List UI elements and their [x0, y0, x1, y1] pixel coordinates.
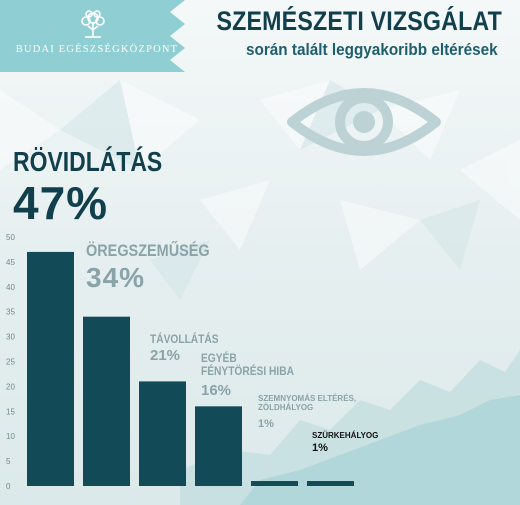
label-szurkehalyog-value: 1% — [312, 442, 328, 454]
eye-icon — [287, 88, 441, 156]
label-rovidlatas-name: RÖVIDLÁTÁS — [13, 146, 163, 177]
label-oregszemuseg-name: ÖREGSZEMŰSÉG — [86, 241, 210, 260]
y-tick-label: 45 — [6, 258, 15, 267]
label-zoldhalyog-name: SZEMNYOMÁS ELTÉRÉS, ZÖLDHÁLYOG — [258, 394, 357, 412]
y-tick-label: 30 — [6, 333, 15, 342]
y-tick-label: 40 — [6, 283, 15, 292]
label-rovidlatas-value: 47% — [13, 177, 109, 229]
label-egyeb-value: 16% — [201, 382, 232, 399]
tree-logo-icon — [81, 10, 105, 38]
page-subtitle: során talált leggyakoribb eltérések — [246, 40, 498, 59]
y-tick-label: 35 — [6, 308, 15, 317]
page-title: SZEMÉSZETI VIZSGÁLAT — [216, 6, 502, 36]
label-tavollatas-value: 21% — [150, 347, 181, 364]
y-tick-label: 15 — [6, 407, 15, 416]
label-zoldhalyog-value: 1% — [258, 418, 274, 430]
y-tick-label: 0 — [6, 482, 11, 491]
logo-text: BUDAI EGÉSZSÉGKÖZPONT — [15, 44, 179, 55]
y-tick-label: 20 — [6, 382, 15, 391]
bar-5 — [251, 481, 298, 486]
bar-3 — [139, 381, 186, 486]
label-oregszemuseg-value: 34% — [86, 262, 146, 293]
label-szurkehalyog-name: SZÜRKEHÁLYOG — [312, 431, 379, 440]
y-tick-label: 5 — [6, 457, 11, 466]
label-egyeb-name: EGYÉB FÉNYTÖRÉSI HIBA — [201, 351, 294, 378]
y-tick-label: 10 — [6, 432, 15, 441]
bar-1 — [27, 251, 74, 486]
label-tavollatas-name: TÁVOLLÁTÁS — [150, 332, 219, 346]
y-tick-label: 25 — [6, 358, 15, 367]
bar-2 — [83, 316, 130, 486]
bar-4 — [195, 406, 242, 486]
y-tick-label: 50 — [6, 233, 15, 242]
bar-6 — [307, 481, 354, 486]
